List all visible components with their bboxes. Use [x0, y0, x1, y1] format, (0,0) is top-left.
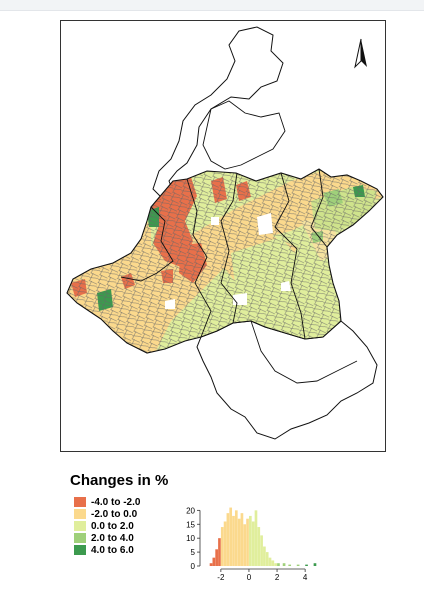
- legend-item-1: -4.0 to -2.0: [74, 496, 141, 508]
- histogram-bar: [274, 563, 277, 566]
- histogram-bar: [260, 535, 263, 566]
- legend-swatch-4: [74, 533, 86, 543]
- histogram-bar: [212, 557, 216, 566]
- study-area-outline: [66, 168, 384, 354]
- histogram-bar: [237, 518, 241, 566]
- legend-title: Changes in %: [70, 472, 169, 489]
- legend-item-2: -2.0 to 0.0: [74, 508, 138, 520]
- histogram-bar: [229, 507, 233, 566]
- histogram-bar: [246, 518, 249, 566]
- histogram-bar: [277, 563, 280, 566]
- legend-label-1: -4.0 to -2.0: [91, 496, 141, 508]
- histogram-bar: [223, 521, 227, 566]
- histogram-bar: [282, 563, 286, 566]
- histogram-y-tick-label: 0: [191, 562, 196, 571]
- histogram-bar: [257, 527, 261, 566]
- histogram-bar: [268, 557, 272, 566]
- histogram-bar: [234, 510, 238, 566]
- histogram-x-tick-label: 2: [275, 573, 280, 582]
- histogram-bar: [313, 563, 317, 566]
- histogram-bar: [218, 538, 221, 566]
- histogram-bar: [249, 515, 252, 566]
- histogram-bar: [220, 527, 224, 566]
- province-boundaries: [120, 168, 328, 340]
- histogram-bar: [254, 510, 258, 566]
- legend-label-3: 0.0 to 2.0: [91, 520, 134, 532]
- histogram-bar: [226, 513, 230, 566]
- northern-outline: [152, 26, 284, 198]
- histogram-bar: [296, 564, 300, 566]
- histogram-x-tick-label: 4: [303, 573, 308, 582]
- legend-swatch-1: [74, 497, 86, 507]
- southern-outline: [196, 320, 378, 440]
- histogram-y-tick-label: 10: [186, 534, 195, 543]
- histogram-bar: [240, 513, 244, 566]
- histogram-bar: [232, 515, 235, 566]
- histogram-y-tick-label: 5: [191, 548, 196, 557]
- histogram-x-tick-label: -2: [217, 573, 225, 582]
- map-frame: [60, 20, 386, 452]
- histogram-bar: [251, 521, 255, 566]
- histogram-bar: [265, 552, 269, 566]
- legend-swatch-3: [74, 521, 86, 531]
- southern-inner-outline: [250, 320, 358, 384]
- legend-histogram: 0 5 10 15 20 -2 0 2 4: [186, 506, 317, 582]
- legend-item-5: 4.0 to 6.0: [74, 544, 134, 556]
- legend-swatch-5: [74, 545, 86, 555]
- legend-label-5: 4.0 to 6.0: [91, 544, 134, 556]
- legend-label-4: 2.0 to 4.0: [91, 532, 134, 544]
- histogram-bar: [215, 549, 218, 566]
- legend-label-2: -2.0 to 0.0: [91, 508, 138, 520]
- legend-item-3: 0.0 to 2.0: [74, 520, 134, 532]
- histogram-y-tick-label: 20: [186, 506, 195, 515]
- histogram-x-tick-label: 0: [247, 573, 252, 582]
- top-bar: [0, 0, 424, 11]
- histogram-bar: [305, 564, 308, 566]
- north-arrow-icon: [354, 38, 367, 69]
- histogram-bar: [271, 560, 275, 566]
- histogram-y-tick-label: 15: [186, 520, 195, 529]
- histogram-bar: [209, 563, 213, 566]
- legend-swatch-2: [74, 509, 86, 519]
- northern-inner-outline: [202, 100, 286, 170]
- histogram-bar: [243, 524, 247, 566]
- histogram-bar: [288, 564, 292, 566]
- choropleth-map: [66, 26, 384, 440]
- legend-item-4: 2.0 to 4.0: [74, 532, 134, 544]
- histogram-bar: [263, 546, 266, 566]
